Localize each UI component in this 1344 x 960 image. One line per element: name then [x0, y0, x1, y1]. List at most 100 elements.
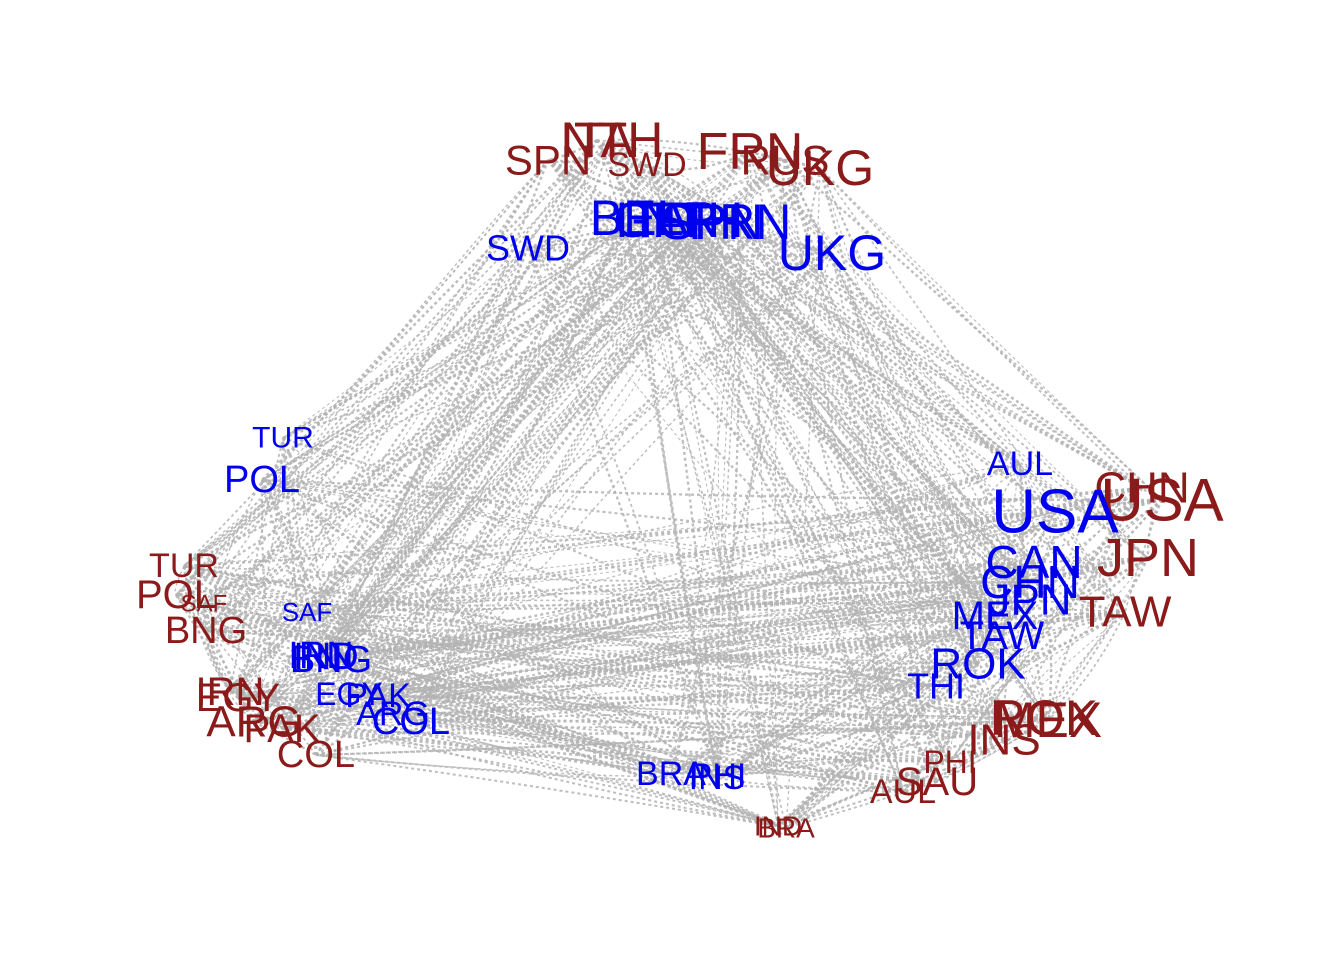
network-edge: [527, 220, 713, 250]
network-edge: [281, 252, 833, 730]
network-edge: [330, 581, 1031, 661]
network-edge: [651, 218, 833, 255]
network-edge: [902, 499, 1163, 793]
node-label-red-taw: TAW: [1079, 588, 1172, 637]
network-edge: [182, 565, 207, 632]
network-edge: [330, 615, 996, 661]
network-edge: [175, 139, 598, 596]
network-edge: [1002, 599, 1031, 741]
network-edge: [203, 159, 549, 605]
network-edge: [717, 770, 938, 783]
node-label-blue-taw: TAW: [960, 614, 1045, 658]
network-edge: [716, 663, 979, 780]
network-edge: [691, 219, 979, 665]
node-label-red-bra: BRA: [757, 813, 815, 844]
network-edge: [253, 581, 1031, 723]
network-edge: [410, 221, 713, 723]
network-edge: [665, 219, 1031, 601]
network-edge: [183, 565, 779, 827]
node-label-blue-aul: AUL: [987, 445, 1053, 483]
network-edge: [315, 219, 667, 756]
network-edge: [646, 150, 751, 171]
node-label-blue-nth: NTH: [641, 192, 744, 248]
node-label-blue-pol: POL: [224, 459, 300, 501]
network-edge: [205, 479, 263, 632]
node-label-red-spn: SPN: [505, 137, 591, 184]
network-edge: [777, 719, 1049, 827]
network-edge: [183, 565, 787, 829]
network-edge: [229, 691, 1005, 741]
network-edge: [670, 610, 1126, 776]
node-label-red-ukg: UKG: [766, 140, 874, 196]
network-edge: [237, 697, 779, 827]
network-edge: [205, 159, 549, 632]
network-edge: [325, 611, 1126, 658]
network-edge: [636, 217, 1031, 601]
network-edge: [670, 487, 1143, 775]
network-edge: [175, 593, 938, 784]
network-edge: [631, 164, 648, 219]
network-edge: [377, 694, 718, 780]
network-edge: [936, 717, 1045, 783]
network-edge: [739, 221, 1003, 637]
node-label-blue-rok: ROK: [930, 640, 1025, 689]
network-edge: [1029, 561, 1037, 583]
network-edge: [819, 167, 1031, 601]
network-edge: [348, 561, 1035, 695]
network-edge: [229, 684, 937, 694]
network-edge: [392, 684, 937, 716]
network-edge: [320, 139, 598, 657]
network-edge: [410, 721, 951, 763]
network-edge: [785, 781, 938, 829]
network-edge: [183, 486, 1143, 568]
network-edge: [261, 139, 598, 481]
network-edge: [994, 463, 1021, 617]
network-edge: [183, 565, 327, 658]
network-edge: [315, 754, 718, 779]
network-edge: [935, 684, 1045, 719]
network-edge: [183, 151, 751, 567]
network-edge: [611, 138, 821, 170]
network-edge: [1032, 561, 1053, 721]
node-label-blue-frn: FRN: [689, 194, 792, 250]
node-label-blue-ins: INS: [689, 759, 746, 797]
network-edge: [229, 655, 322, 693]
network-edge: [1043, 557, 1149, 719]
network-edge: [596, 139, 1045, 719]
network-edge: [651, 219, 1031, 583]
network-edge: [237, 159, 549, 699]
network-edge: [716, 510, 1056, 779]
network-edge: [1146, 499, 1163, 559]
network-edge: [646, 164, 1149, 559]
network-edge: [175, 486, 1143, 597]
network-edge: [717, 599, 1031, 777]
network-edge: [348, 487, 1143, 695]
network-edge: [253, 510, 1056, 724]
network-edge: [691, 219, 904, 793]
network-edge: [325, 219, 693, 658]
node-label-red-usa: USA: [1100, 467, 1223, 534]
network-edge: [261, 479, 719, 777]
network-edge: [175, 592, 1126, 613]
network-edge: [325, 557, 1149, 658]
network-edge: [646, 163, 1143, 490]
network-edge: [306, 511, 1056, 613]
network-edge: [237, 697, 283, 731]
network-edge: [320, 219, 667, 657]
network-edge: [261, 217, 638, 481]
node-label-red-rus: RUS: [741, 137, 830, 184]
node-label-blue-spn: SPN: [661, 194, 764, 250]
network-edge: [306, 221, 741, 613]
network-edge: [330, 219, 667, 661]
network-edge: [183, 565, 308, 613]
node-label-red-pol: POL: [136, 573, 216, 617]
network-edge: [253, 720, 317, 756]
network-edge: [739, 221, 1143, 489]
network-edge: [203, 602, 1045, 720]
node-label-blue-saf: SAF: [282, 597, 333, 627]
network-edge: [902, 717, 1045, 793]
network-edge: [646, 164, 951, 763]
network-edge: [819, 167, 1163, 501]
network-edge: [282, 437, 979, 665]
